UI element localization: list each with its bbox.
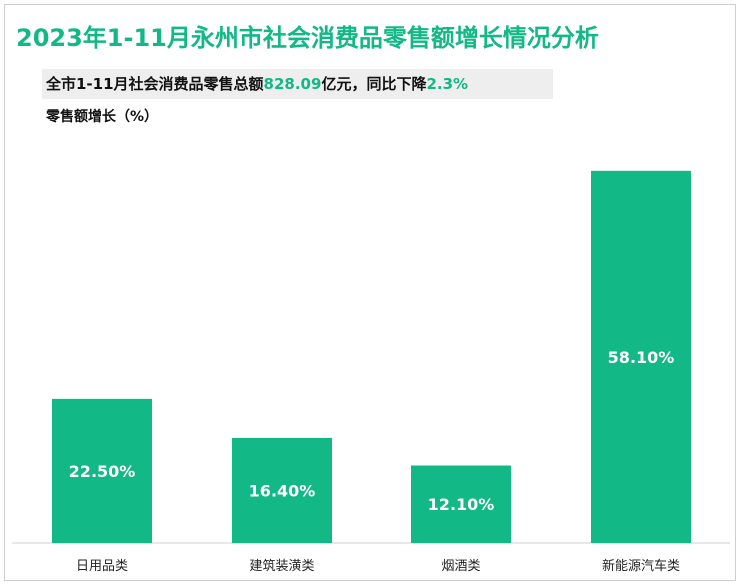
summary-banner: 全市1-11月社会消费品零售总额828.09亿元，同比下降2.3%: [42, 69, 553, 99]
data-label-2: 16.40%: [249, 481, 316, 500]
y-axis-label: 零售额增长（%）: [46, 109, 159, 125]
data-label-3: 12.10%: [428, 495, 495, 514]
chart-title: 2023年1-11月永州市社会消费品零售额增长情况分析: [16, 24, 599, 52]
chart-frame: [4, 4, 736, 581]
x-tick-label-3: 烟酒类: [441, 559, 480, 574]
summary-prefix: 全市1-11月社会消费品零售总额: [46, 75, 264, 93]
bar-1: [52, 398, 152, 543]
summary-total: 828.09: [263, 75, 322, 93]
summary-decline: 2.3%: [426, 75, 469, 93]
x-tick-label-4: 新能源汽车类: [602, 558, 680, 574]
x-tick-label-2: 建筑装潢类: [249, 558, 314, 574]
summary-mid: 亿元，同比下降: [321, 75, 427, 93]
x-tick-label-1: 日用品类: [76, 559, 128, 574]
bar-2: [232, 437, 332, 543]
data-label-4: 58.10%: [608, 348, 675, 367]
bar-4: [591, 170, 691, 543]
bar-3: [411, 465, 511, 543]
data-label-1: 22.50%: [69, 462, 136, 481]
